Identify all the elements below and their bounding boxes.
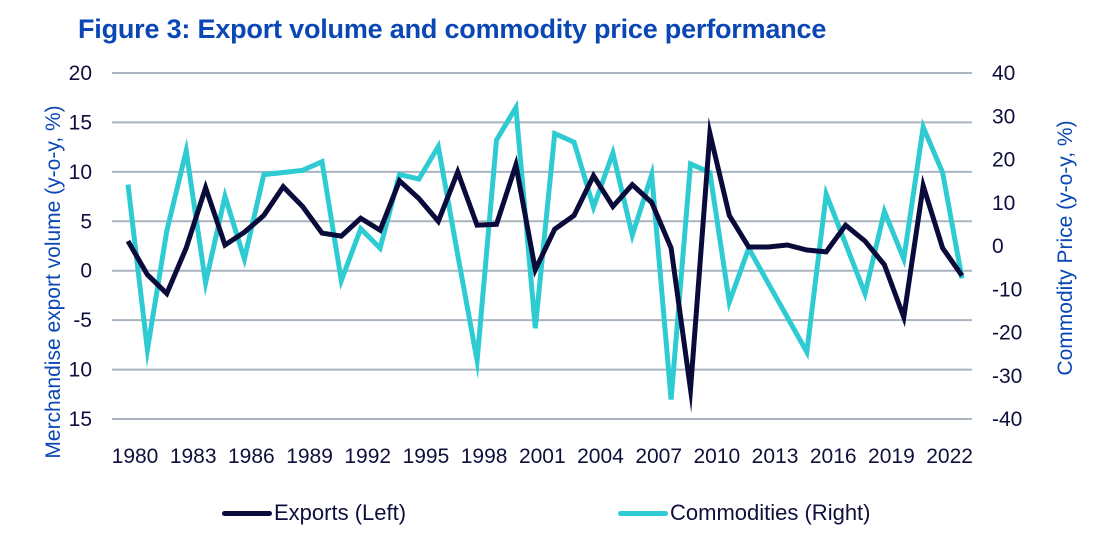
- x-tick-label: 2019: [868, 445, 915, 468]
- exports-line: [125, 117, 965, 413]
- x-tick-label: 1989: [286, 445, 333, 468]
- x-tick-label: 2013: [752, 445, 799, 468]
- left-tick-label: 15: [69, 408, 92, 431]
- right-tick-label: 30: [992, 105, 1015, 128]
- x-axis-ticks: 1980 1983 1986 1989 1992 1995 1998 2001 2004 2007…: [112, 445, 973, 468]
- series-layer: [125, 99, 965, 413]
- x-tick-label: 2007: [635, 445, 682, 468]
- left-axis-title: Merchandise export volume (y-o-y, %): [42, 105, 65, 458]
- right-tick-label: -40: [992, 408, 1022, 431]
- legend-label-exports: Exports (Left): [274, 500, 407, 525]
- x-tick-label: 1986: [228, 445, 275, 468]
- right-tick-label: -10: [992, 278, 1022, 301]
- legend-label-commodities: Commodities (Right): [670, 500, 871, 525]
- x-tick-label: 2004: [577, 445, 624, 468]
- legend-item-commodities: Commodities (Right): [618, 500, 871, 526]
- left-tick-label: 10: [69, 161, 92, 184]
- x-tick-label: 2022: [926, 445, 973, 468]
- x-tick-label: 1992: [344, 445, 391, 468]
- x-tick-label: 2016: [810, 445, 857, 468]
- chart-title: Figure 3: Export volume and commodity pr…: [78, 14, 827, 44]
- legend-swatch-exports: [222, 510, 272, 516]
- left-axis-ticks: 20 15 10 5 0 -5 10 15: [69, 62, 92, 431]
- left-tick-label: 20: [69, 62, 92, 85]
- series-commodities: [125, 99, 965, 400]
- x-tick-label: 2001: [519, 445, 566, 468]
- right-tick-label: 20: [992, 149, 1015, 172]
- right-tick-label: 10: [992, 192, 1015, 215]
- x-tick-label: 1983: [170, 445, 217, 468]
- left-tick-label: 10: [69, 359, 92, 382]
- right-axis-title: Commodity Price (y-o-y, %): [1054, 120, 1077, 375]
- series-exports: [125, 117, 965, 413]
- x-tick-label: 1980: [112, 445, 159, 468]
- left-tick-label: 15: [69, 111, 92, 134]
- x-tick-label: 1998: [461, 445, 508, 468]
- right-axis-ticks: 40 30 20 10 0 -10 -20 -30 -40: [992, 62, 1022, 431]
- right-tick-label: -20: [992, 322, 1022, 345]
- left-tick-label: 0: [80, 260, 92, 283]
- x-tick-label: 2010: [694, 445, 741, 468]
- legend-swatch-commodities: [618, 510, 668, 516]
- right-tick-label: -30: [992, 365, 1022, 388]
- commodities-line: [125, 99, 965, 400]
- x-tick-label: 1995: [403, 445, 450, 468]
- right-tick-label: 40: [992, 62, 1015, 85]
- right-tick-label: 0: [992, 235, 1004, 258]
- left-tick-label: -5: [73, 309, 92, 332]
- left-tick-label: 5: [80, 210, 92, 233]
- legend-item-exports: Exports (Left): [222, 500, 406, 526]
